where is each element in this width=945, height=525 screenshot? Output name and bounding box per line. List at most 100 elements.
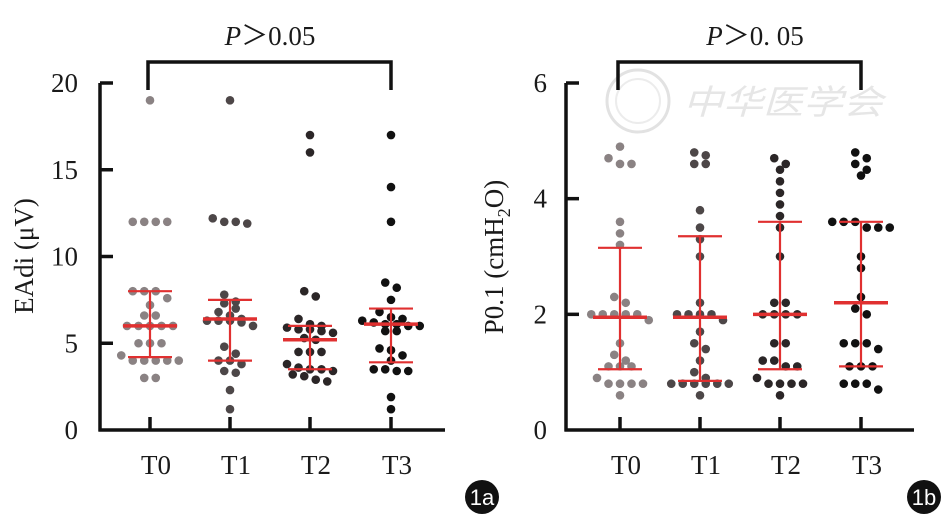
- data-point-t1: [701, 150, 711, 160]
- data-point-t3: [369, 364, 379, 374]
- data-point-t3: [839, 338, 849, 348]
- data-point-t1: [219, 290, 229, 299]
- x-tick-label-t3: T3: [852, 450, 882, 480]
- data-point-t0: [627, 159, 636, 169]
- data-point-t3: [398, 351, 407, 360]
- watermark-text: 中华医学会: [683, 83, 888, 123]
- data-point-t1: [225, 385, 235, 395]
- data-point-t3: [398, 314, 407, 324]
- data-point-t0: [615, 159, 625, 169]
- data-point-t2: [294, 325, 303, 334]
- data-point-t0: [145, 96, 155, 105]
- data-point-t3: [873, 385, 883, 394]
- data-point-t3: [386, 130, 396, 140]
- data-point-t2: [328, 328, 338, 338]
- data-point-t1: [695, 205, 705, 215]
- badge-1b: 1b: [907, 480, 941, 514]
- data-point-t3: [386, 217, 396, 227]
- y-tick-label: 0: [534, 415, 548, 445]
- data-point-t0: [162, 217, 172, 227]
- data-point-t2: [775, 177, 785, 186]
- data-point-t3: [873, 344, 883, 354]
- data-point-t2: [311, 292, 321, 301]
- data-point-t2: [328, 366, 338, 376]
- y-tick-label: 20: [51, 68, 78, 98]
- watermark-seal-inner-icon: [615, 78, 661, 124]
- data-point-t1: [689, 367, 699, 377]
- data-point-t0: [638, 379, 648, 389]
- significance-bracket: [146, 60, 393, 90]
- data-point-t0: [621, 356, 631, 365]
- data-point-t1: [695, 223, 705, 232]
- data-point-t1: [689, 159, 699, 169]
- data-point-t0: [139, 356, 149, 365]
- points-1b: [586, 142, 895, 400]
- data-point-t2: [317, 347, 326, 357]
- x-tick-label-t1: T1: [221, 450, 251, 480]
- data-point-t2: [775, 200, 785, 209]
- x-tick-label-t2: T2: [301, 450, 331, 480]
- data-point-t0: [615, 391, 625, 400]
- data-point-t0: [162, 356, 172, 365]
- data-point-t2: [775, 379, 785, 389]
- data-point-t2: [775, 188, 785, 198]
- data-point-t0: [116, 351, 126, 360]
- data-point-t3: [386, 295, 396, 305]
- data-point-t3: [856, 171, 866, 180]
- data-point-t0: [609, 292, 619, 302]
- axes-1a: 0 5 10 15 20 T0 T1 T2 T3: [51, 60, 445, 480]
- data-point-t0: [627, 379, 636, 389]
- p-symbol: P: [224, 21, 242, 51]
- data-point-t3: [885, 223, 895, 232]
- y-axis-label-1b: P0.1 (cmH2O): [479, 180, 514, 335]
- y-axis-label-1b-sub: 2: [494, 208, 514, 217]
- data-point-t0: [151, 311, 161, 320]
- data-point-t2: [305, 130, 315, 140]
- data-point-t0: [615, 229, 625, 238]
- data-point-t2: [294, 363, 303, 372]
- data-point-t0: [609, 350, 619, 360]
- data-point-t0: [621, 298, 631, 308]
- data-point-t0: [139, 217, 149, 227]
- data-point-t0: [174, 356, 184, 365]
- data-point-t1: [208, 214, 218, 223]
- data-point-t3: [862, 338, 872, 348]
- data-point-t2: [781, 338, 791, 348]
- panel-1a: 0 5 10 15 20 T0 T1 T2 T3 EAdi (μV) P＞0.05 1a: [9, 21, 499, 514]
- badge-1a: 1a: [465, 480, 499, 514]
- x-tick-label-t0: T0: [611, 450, 641, 480]
- data-point-t3: [850, 304, 860, 313]
- data-point-t0: [615, 379, 625, 389]
- data-point-t0: [151, 217, 161, 227]
- data-point-t3: [386, 392, 396, 402]
- data-point-t1: [225, 96, 235, 105]
- data-point-t0: [162, 293, 172, 303]
- y-tick-label: 2: [534, 299, 548, 329]
- data-point-t3: [403, 366, 413, 376]
- y-tick-label: 10: [51, 242, 78, 272]
- data-point-t3: [380, 278, 390, 287]
- y-tick-label: 6: [534, 68, 548, 98]
- data-point-t2: [294, 347, 303, 357]
- data-point-t0: [604, 153, 613, 163]
- data-point-t2: [769, 298, 779, 308]
- data-point-t2: [317, 326, 326, 336]
- data-point-t2: [769, 338, 779, 348]
- data-point-t3: [827, 217, 837, 227]
- points-1a: [116, 96, 425, 414]
- badge-label-1b: 1b: [912, 485, 936, 510]
- badge-circle-1b: [907, 480, 941, 514]
- data-point-t1: [225, 404, 235, 414]
- p-threshold: ＞0.05: [241, 21, 315, 51]
- data-point-t2: [764, 379, 773, 389]
- data-point-t3: [386, 182, 396, 192]
- data-point-t3: [862, 310, 872, 319]
- data-point-t2: [322, 377, 332, 386]
- p-symbol: P: [705, 21, 723, 51]
- data-point-t3: [850, 148, 860, 157]
- x-tick-label-t1: T1: [691, 450, 721, 480]
- data-point-t0: [615, 142, 625, 151]
- data-point-t1: [695, 391, 705, 400]
- x-tick-label-t3: T3: [382, 450, 412, 480]
